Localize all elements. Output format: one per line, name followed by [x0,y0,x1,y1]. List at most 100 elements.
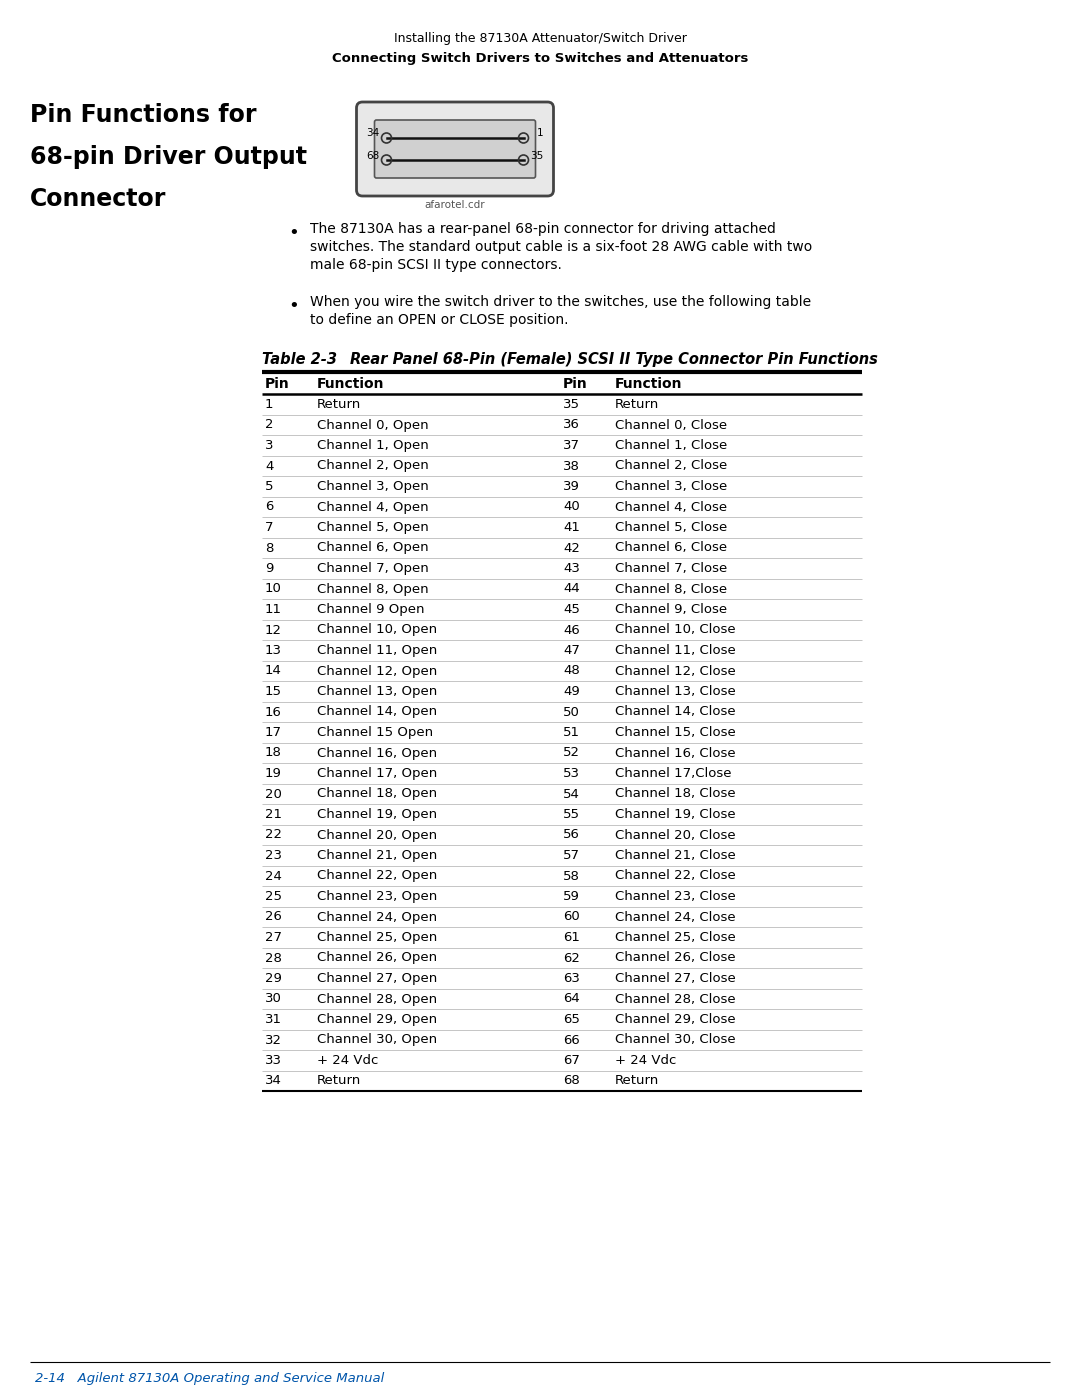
Text: 61: 61 [563,930,580,944]
Text: 2: 2 [265,419,273,432]
Text: 15: 15 [265,685,282,698]
Text: 1: 1 [537,129,543,138]
Text: Channel 30, Close: Channel 30, Close [615,1034,735,1046]
Text: 51: 51 [563,726,580,739]
Text: 34: 34 [265,1074,282,1087]
Text: Channel 5, Open: Channel 5, Open [318,521,429,534]
Text: Connector: Connector [30,187,166,211]
Text: 68: 68 [563,1074,580,1087]
Text: Channel 22, Open: Channel 22, Open [318,869,437,883]
Text: When you wire the switch driver to the switches, use the following table: When you wire the switch driver to the s… [310,295,811,309]
Text: Function: Function [318,377,384,391]
Text: Channel 7, Close: Channel 7, Close [615,562,727,576]
Text: Return: Return [318,1074,361,1087]
Text: Rear Panel 68-Pin (Female) SCSI II Type Connector Pin Functions: Rear Panel 68-Pin (Female) SCSI II Type … [350,352,878,367]
Text: Connecting Switch Drivers to Switches and Attenuators: Connecting Switch Drivers to Switches an… [332,52,748,66]
Text: 24: 24 [265,869,282,883]
Text: Channel 20, Close: Channel 20, Close [615,828,735,841]
Text: 26: 26 [265,911,282,923]
Text: Channel 23, Open: Channel 23, Open [318,890,437,902]
FancyBboxPatch shape [375,120,536,177]
Text: Channel 11, Open: Channel 11, Open [318,644,437,657]
Text: 3: 3 [265,439,273,453]
Text: Channel 2, Close: Channel 2, Close [615,460,727,472]
Text: Channel 14, Close: Channel 14, Close [615,705,735,718]
Text: The 87130A has a rear-panel 68-pin connector for driving attached: The 87130A has a rear-panel 68-pin conne… [310,222,775,236]
Text: afarotel.cdr: afarotel.cdr [424,200,485,210]
Text: 43: 43 [563,562,580,576]
Text: Channel 10, Close: Channel 10, Close [615,623,735,637]
Text: male 68-pin SCSI II type connectors.: male 68-pin SCSI II type connectors. [310,258,562,272]
Text: Channel 21, Close: Channel 21, Close [615,849,735,862]
Text: 50: 50 [563,705,580,718]
Text: Channel 9 Open: Channel 9 Open [318,604,424,616]
Text: Channel 15 Open: Channel 15 Open [318,726,433,739]
Text: 47: 47 [563,644,580,657]
Text: Channel 12, Close: Channel 12, Close [615,665,735,678]
Text: 65: 65 [563,1013,580,1025]
Text: 68-pin Driver Output: 68-pin Driver Output [30,145,307,169]
Text: Return: Return [318,398,361,411]
Text: + 24 Vdc: + 24 Vdc [318,1053,378,1067]
Text: Channel 28, Open: Channel 28, Open [318,992,437,1006]
Text: Channel 26, Open: Channel 26, Open [318,951,437,964]
Text: Channel 29, Close: Channel 29, Close [615,1013,735,1025]
Text: 56: 56 [563,828,580,841]
Text: Channel 4, Open: Channel 4, Open [318,500,429,514]
Text: 31: 31 [265,1013,282,1025]
Text: 40: 40 [563,500,580,514]
Text: 63: 63 [563,972,580,985]
Text: 49: 49 [563,685,580,698]
Text: 41: 41 [563,521,580,534]
Text: 8: 8 [265,542,273,555]
Text: Channel 27, Open: Channel 27, Open [318,972,437,985]
Text: 35: 35 [530,151,543,161]
Text: Channel 18, Open: Channel 18, Open [318,788,437,800]
Text: 67: 67 [563,1053,580,1067]
Text: 11: 11 [265,604,282,616]
Text: 33: 33 [265,1053,282,1067]
Text: Channel 0, Open: Channel 0, Open [318,419,429,432]
Text: Channel 14, Open: Channel 14, Open [318,705,437,718]
Text: Channel 19, Close: Channel 19, Close [615,807,735,821]
Text: 37: 37 [563,439,580,453]
Text: 10: 10 [265,583,282,595]
Text: Channel 1, Open: Channel 1, Open [318,439,429,453]
Text: Channel 21, Open: Channel 21, Open [318,849,437,862]
Text: Channel 26, Close: Channel 26, Close [615,951,735,964]
Text: Installing the 87130A Attenuator/Switch Driver: Installing the 87130A Attenuator/Switch … [393,32,687,45]
Text: Channel 1, Close: Channel 1, Close [615,439,727,453]
Text: 7: 7 [265,521,273,534]
Text: 25: 25 [265,890,282,902]
Text: 16: 16 [265,705,282,718]
Text: 53: 53 [563,767,580,780]
Text: •: • [288,298,299,314]
Text: Return: Return [615,1074,659,1087]
Text: •: • [288,224,299,242]
Text: 6: 6 [265,500,273,514]
Text: 34: 34 [366,129,380,138]
Text: 23: 23 [265,849,282,862]
Text: 5: 5 [265,481,273,493]
Text: Channel 16, Close: Channel 16, Close [615,746,735,760]
Text: 18: 18 [265,746,282,760]
Text: Channel 17, Open: Channel 17, Open [318,767,437,780]
Text: Channel 22, Close: Channel 22, Close [615,869,735,883]
Text: Channel 13, Open: Channel 13, Open [318,685,437,698]
Text: 64: 64 [563,992,580,1006]
Text: Channel 20, Open: Channel 20, Open [318,828,437,841]
Text: Channel 8, Close: Channel 8, Close [615,583,727,595]
Text: 54: 54 [563,788,580,800]
FancyBboxPatch shape [356,102,554,196]
Text: 59: 59 [563,890,580,902]
Text: Channel 3, Open: Channel 3, Open [318,481,429,493]
Text: 55: 55 [563,807,580,821]
Text: 12: 12 [265,623,282,637]
Text: 62: 62 [563,951,580,964]
Text: switches. The standard output cable is a six-foot 28 AWG cable with two: switches. The standard output cable is a… [310,240,812,254]
Text: Channel 5, Close: Channel 5, Close [615,521,727,534]
Text: Pin Functions for: Pin Functions for [30,103,257,127]
Text: Channel 3, Close: Channel 3, Close [615,481,727,493]
Text: 1: 1 [265,398,273,411]
Text: Channel 24, Open: Channel 24, Open [318,911,437,923]
